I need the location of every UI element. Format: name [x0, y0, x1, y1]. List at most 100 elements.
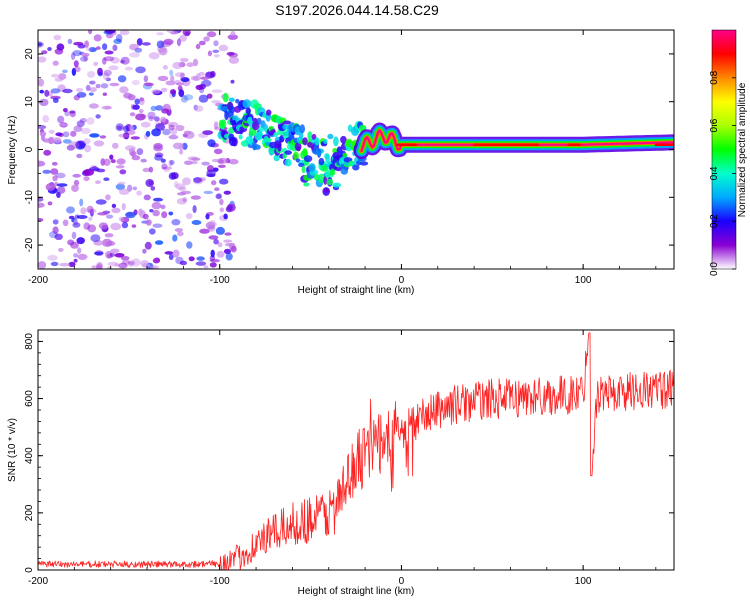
- noise-blob: [226, 203, 236, 212]
- noise-blob: [41, 50, 48, 55]
- noise-blob: [172, 234, 178, 242]
- noise-blob: [210, 222, 218, 227]
- noise-blob: [228, 52, 238, 58]
- noise-blob: [120, 59, 125, 64]
- noise-blob: [172, 249, 180, 258]
- noise-blob: [171, 219, 181, 226]
- noise-blob: [105, 30, 116, 34]
- trace-blob: [311, 133, 317, 140]
- noise-blob: [174, 72, 186, 78]
- noise-blob: [54, 233, 63, 240]
- noise-blob: [153, 197, 163, 202]
- noise-blob: [95, 114, 101, 119]
- noise-blob: [165, 80, 176, 86]
- trace-blob: [340, 135, 347, 144]
- noise-blob: [136, 38, 143, 46]
- snr-panel: -200 -100 0 100 0 200 400 600 800 Height of stra…: [7, 329, 675, 597]
- noise-blob: [162, 65, 168, 70]
- noise-blob: [168, 134, 179, 140]
- noise-blob: [83, 168, 94, 176]
- noise-blob: [50, 261, 59, 267]
- trace-blob: [332, 147, 338, 154]
- noise-blob: [76, 237, 85, 245]
- noise-blob: [153, 116, 160, 122]
- noise-blob: [141, 263, 151, 268]
- noise-blob: [203, 36, 210, 42]
- noise-blob: [62, 131, 70, 138]
- noise-blob: [102, 57, 107, 65]
- noise-blob: [214, 126, 221, 131]
- noise-blob: [103, 158, 111, 166]
- noise-blob: [99, 135, 107, 139]
- trace-blob: [277, 143, 282, 152]
- noise-blob: [186, 213, 193, 220]
- noise-blob: [115, 165, 125, 169]
- colorbar-label: Normalized spectral amplitude: [737, 82, 748, 217]
- noise-blob: [205, 213, 210, 220]
- noise-blob: [142, 248, 147, 254]
- noise-blob: [97, 212, 108, 216]
- noise-blob: [166, 30, 174, 33]
- noise-blob: [193, 177, 203, 184]
- noise-blob: [72, 173, 81, 178]
- noise-blob: [87, 70, 96, 78]
- noise-blob: [103, 177, 110, 181]
- noise-blob: [50, 168, 59, 175]
- noise-blob: [90, 234, 101, 243]
- noise-blob: [88, 47, 97, 53]
- noise-blob: [73, 60, 79, 68]
- noise-blob: [116, 34, 123, 42]
- noise-blob: [106, 214, 114, 219]
- noise-blob: [115, 183, 126, 190]
- noise-blob: [38, 125, 47, 130]
- trace-blob: [258, 126, 265, 133]
- trace-blob: [273, 154, 280, 162]
- noise-blob: [206, 31, 217, 38]
- colorbar-tick-label: 0.6: [709, 118, 720, 132]
- noise-blob: [57, 115, 65, 124]
- noise-blob: [193, 105, 204, 112]
- noise-blob: [132, 186, 138, 191]
- noise-blob: [91, 265, 97, 269]
- noise-blob: [154, 240, 164, 245]
- noise-blob: [88, 30, 93, 35]
- trace-blob: [327, 133, 334, 140]
- noise-blob: [230, 79, 235, 84]
- y-tick-label: 0: [24, 146, 35, 152]
- noise-blob: [218, 44, 229, 52]
- noise-blob: [39, 98, 49, 107]
- noise-blob: [213, 238, 219, 245]
- noise-blob: [160, 116, 167, 123]
- colorbar-tick-label: 0.2: [709, 214, 720, 228]
- noise-blob: [75, 140, 86, 149]
- noise-blob: [110, 57, 120, 64]
- snr-plot-area: [38, 332, 674, 570]
- x-tick-label: -200: [28, 576, 48, 587]
- y-tick-label: -20: [24, 237, 35, 252]
- trace-blob: [332, 182, 342, 188]
- noise-blob: [129, 52, 140, 58]
- noise-blob: [62, 88, 73, 94]
- noise-blob: [180, 77, 190, 83]
- noise-blob: [217, 242, 223, 248]
- noise-blob: [86, 117, 95, 125]
- noise-blob: [206, 93, 213, 99]
- trace-blob: [316, 151, 322, 156]
- noise-blob: [38, 78, 45, 87]
- noise-blob: [178, 186, 187, 191]
- noise-blob: [105, 241, 116, 246]
- noise-blob: [73, 253, 79, 258]
- noise-blob: [39, 89, 44, 94]
- noise-blob: [228, 158, 239, 165]
- noise-blob: [89, 80, 96, 85]
- colorbar-tick-label: 0.8: [709, 70, 720, 84]
- noise-blob: [223, 239, 233, 243]
- noise-blob: [135, 66, 146, 74]
- noise-blob: [176, 192, 186, 196]
- noise-blob: [128, 262, 134, 267]
- noise-blob: [84, 144, 92, 153]
- noise-blob: [58, 247, 64, 252]
- noise-blob: [75, 87, 84, 93]
